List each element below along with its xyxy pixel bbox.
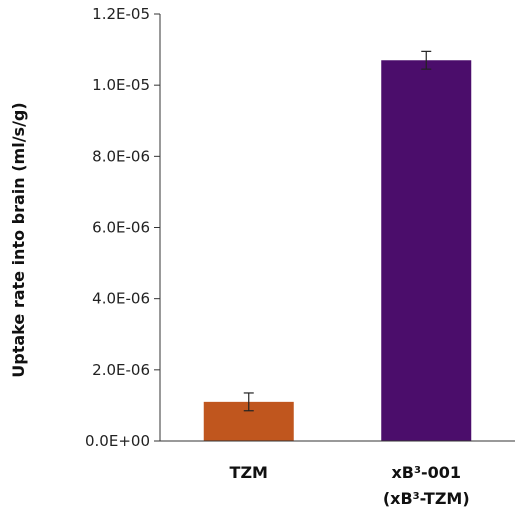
y-axis: 0.0E+00 2.0E-06 4.0E-06 6.0E-06 8.0E-06 1.0E-… [85, 5, 161, 450]
y-tick-label: 1.0E-05 [92, 76, 150, 94]
x-category-label: xB3-001 [391, 463, 461, 482]
y-tick-label: 1.2E-05 [92, 5, 150, 23]
bars [203, 50, 472, 442]
y-tick-label: 0.0E+00 [85, 432, 150, 450]
superscript: 3 [413, 491, 420, 502]
bar [381, 60, 472, 442]
y-axis-label: Uptake rate into brain (ml/s/g) [9, 102, 28, 377]
x-axis: TZM xB3-001(xB3-TZM) [160, 440, 515, 508]
y-tick-label: 6.0E-06 [92, 219, 150, 237]
x-category-label: TZM [230, 463, 268, 482]
label-text: TZM [230, 463, 268, 482]
label-text: (xB [383, 489, 413, 508]
label-text: -TZM) [420, 489, 470, 508]
y-tick-label: 4.0E-06 [92, 290, 150, 308]
label-text: -001 [421, 463, 461, 482]
y-tick-label: 8.0E-06 [92, 147, 150, 165]
label-text: xB [391, 463, 414, 482]
superscript: 3 [414, 465, 421, 476]
y-tick-label: 2.0E-06 [92, 361, 150, 379]
x-category-label: (xB3-TZM) [383, 489, 470, 508]
